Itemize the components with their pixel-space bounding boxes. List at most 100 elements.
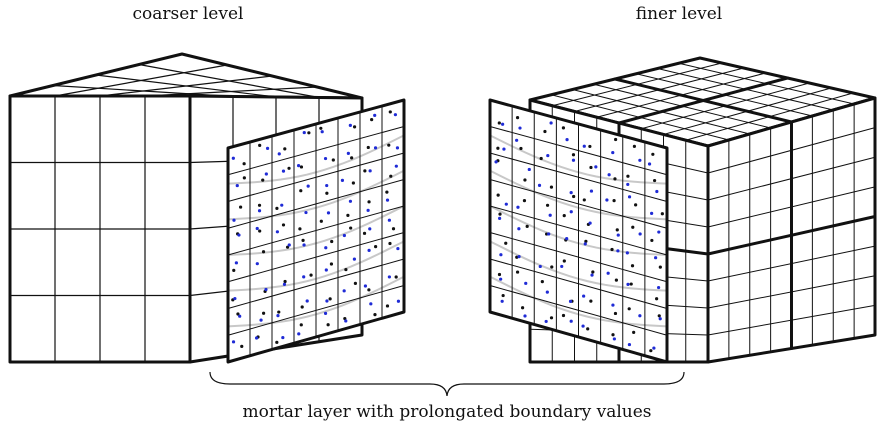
mortar-right-point-blue (638, 314, 642, 318)
mortar-right-point-blue (607, 173, 611, 177)
mortar-left-point-blue (231, 156, 235, 160)
mortar-right-point-black (519, 146, 523, 151)
mortar-right-point-blue (638, 158, 642, 162)
mortar-left-point-blue (393, 113, 398, 117)
fine-side-face-grid-line-v (707, 275, 876, 309)
mortar-right-point-black (496, 146, 500, 150)
mortar-left-point-black (367, 200, 371, 204)
mortar-left-point-black (319, 219, 323, 223)
mortar-right-point-blue (583, 242, 587, 246)
mortar-left-point-black (387, 143, 391, 147)
mortar-right-point-blue (626, 282, 630, 286)
mortar-left-point-black (388, 110, 392, 114)
mortar-right-point-blue (605, 198, 609, 202)
mortar-left-point-blue (282, 282, 287, 287)
mortar-left-point-blue (373, 113, 377, 117)
mortar-right-point-blue (527, 167, 531, 172)
mortar-left-point-blue (254, 336, 259, 340)
mortar-right-grid-line-v (489, 205, 668, 256)
mortar-left-grid-line-v (227, 205, 405, 256)
coarse-top-face-fill (10, 54, 362, 98)
mortar-right-point-black (501, 293, 505, 298)
mortar-right-point-black (650, 238, 654, 243)
fine-side-face-grid-line-v (707, 304, 876, 336)
mortar-right-point-black (614, 137, 618, 142)
mortar-left-point-black (346, 213, 350, 217)
mortar-right-point-black (658, 265, 662, 269)
mortar-left-point-black (261, 250, 266, 254)
mortar-right-point-black (615, 228, 619, 232)
mortar-right-point-blue (545, 290, 549, 294)
mortar-right-point-blue (616, 249, 620, 253)
mortar-left-point-blue (281, 335, 285, 340)
mortar-left-point-black (239, 205, 243, 209)
mortar-right-point-blue (499, 253, 503, 257)
mortar-left-point-black (389, 174, 393, 178)
mortar-right-point-blue (657, 285, 661, 290)
mortar-right-point-black (651, 152, 655, 156)
mortar-left-point-black (242, 176, 246, 180)
finer-level-label: finer level (636, 4, 722, 24)
mortar-left-point-blue (234, 261, 238, 265)
mortar-left-point-black (343, 316, 347, 321)
mortar-left-point-black (275, 340, 279, 344)
mortar-right-point-blue (565, 138, 569, 142)
mortar-left-point-black (325, 191, 329, 195)
mortar-right-point-blue (581, 324, 585, 328)
mortar-right-point-blue (501, 122, 505, 126)
mortar-left-point-black (388, 241, 392, 246)
mortar-right-point-blue (560, 264, 564, 269)
mortar-right-point-blue (537, 183, 542, 187)
mortar-right-point-blue (611, 150, 615, 155)
mortar-left-point-black (309, 273, 313, 277)
mortar-right-point-blue (612, 337, 616, 341)
mortar-left-point-blue (305, 299, 309, 303)
fine-top-face-grid-line-v (678, 62, 855, 105)
mortar-left-point-black (299, 189, 303, 193)
mortar-right-point-blue (627, 342, 632, 347)
mortar-right-point-black (589, 165, 593, 170)
mortar-left-point-black (299, 323, 303, 327)
mortar-right-point-black (549, 316, 554, 320)
mortar-left-point-black (373, 313, 377, 317)
mortar-left-point-blue (276, 313, 280, 318)
mortar-right-point-blue (515, 138, 519, 142)
mortar-left-point-blue (385, 198, 390, 202)
mortar-right-point-black (610, 247, 614, 252)
mortar-left-point-blue (323, 311, 328, 316)
mortar-left-point-black (319, 126, 323, 130)
mortar-caption: mortar layer with prolongated boundary v… (242, 402, 651, 422)
mortar-left-point-black (328, 297, 332, 301)
mortar-left-point-black (285, 245, 290, 249)
mortar-right-point-blue (606, 271, 610, 275)
mortar-left-point-blue (394, 164, 398, 168)
mortar-right-point-blue (516, 205, 520, 209)
mortar-right-point-blue (582, 144, 586, 148)
mortar-right-point-black (632, 144, 637, 148)
mortar-right-point-black (504, 241, 508, 245)
mortar-right-point-blue (652, 346, 656, 350)
mortar-left-point-black (242, 162, 246, 166)
fine-top-face-grid-line-v (635, 73, 813, 117)
mortar-right-point-blue (494, 160, 498, 164)
mortar-left-point-black (367, 288, 371, 292)
mortar-right-point-blue (616, 233, 620, 237)
mortar-left-point-blue (367, 248, 371, 252)
mortar-right-grid-line-v (489, 285, 668, 336)
mortar-left-grid-line-v (227, 232, 405, 283)
mortar-left-point-blue (233, 296, 237, 301)
mortar-left-point-blue (366, 208, 370, 212)
mortar-left-point-blue (264, 172, 268, 176)
mortar-panel-left (226, 98, 406, 364)
mortar-right-point-black (562, 259, 566, 263)
mortar-left-point-blue (265, 146, 270, 150)
mortar-left-point-blue (297, 332, 301, 336)
mortar-right-point-black (613, 177, 617, 181)
mortar-right-point-black (545, 203, 550, 207)
mortar-right-point-black (584, 239, 588, 243)
mortar-left-point-black (307, 131, 311, 135)
mortar-right-point-black (540, 280, 544, 284)
mortar-right-point-blue (627, 195, 632, 199)
mortar-left-point-blue (368, 227, 372, 231)
